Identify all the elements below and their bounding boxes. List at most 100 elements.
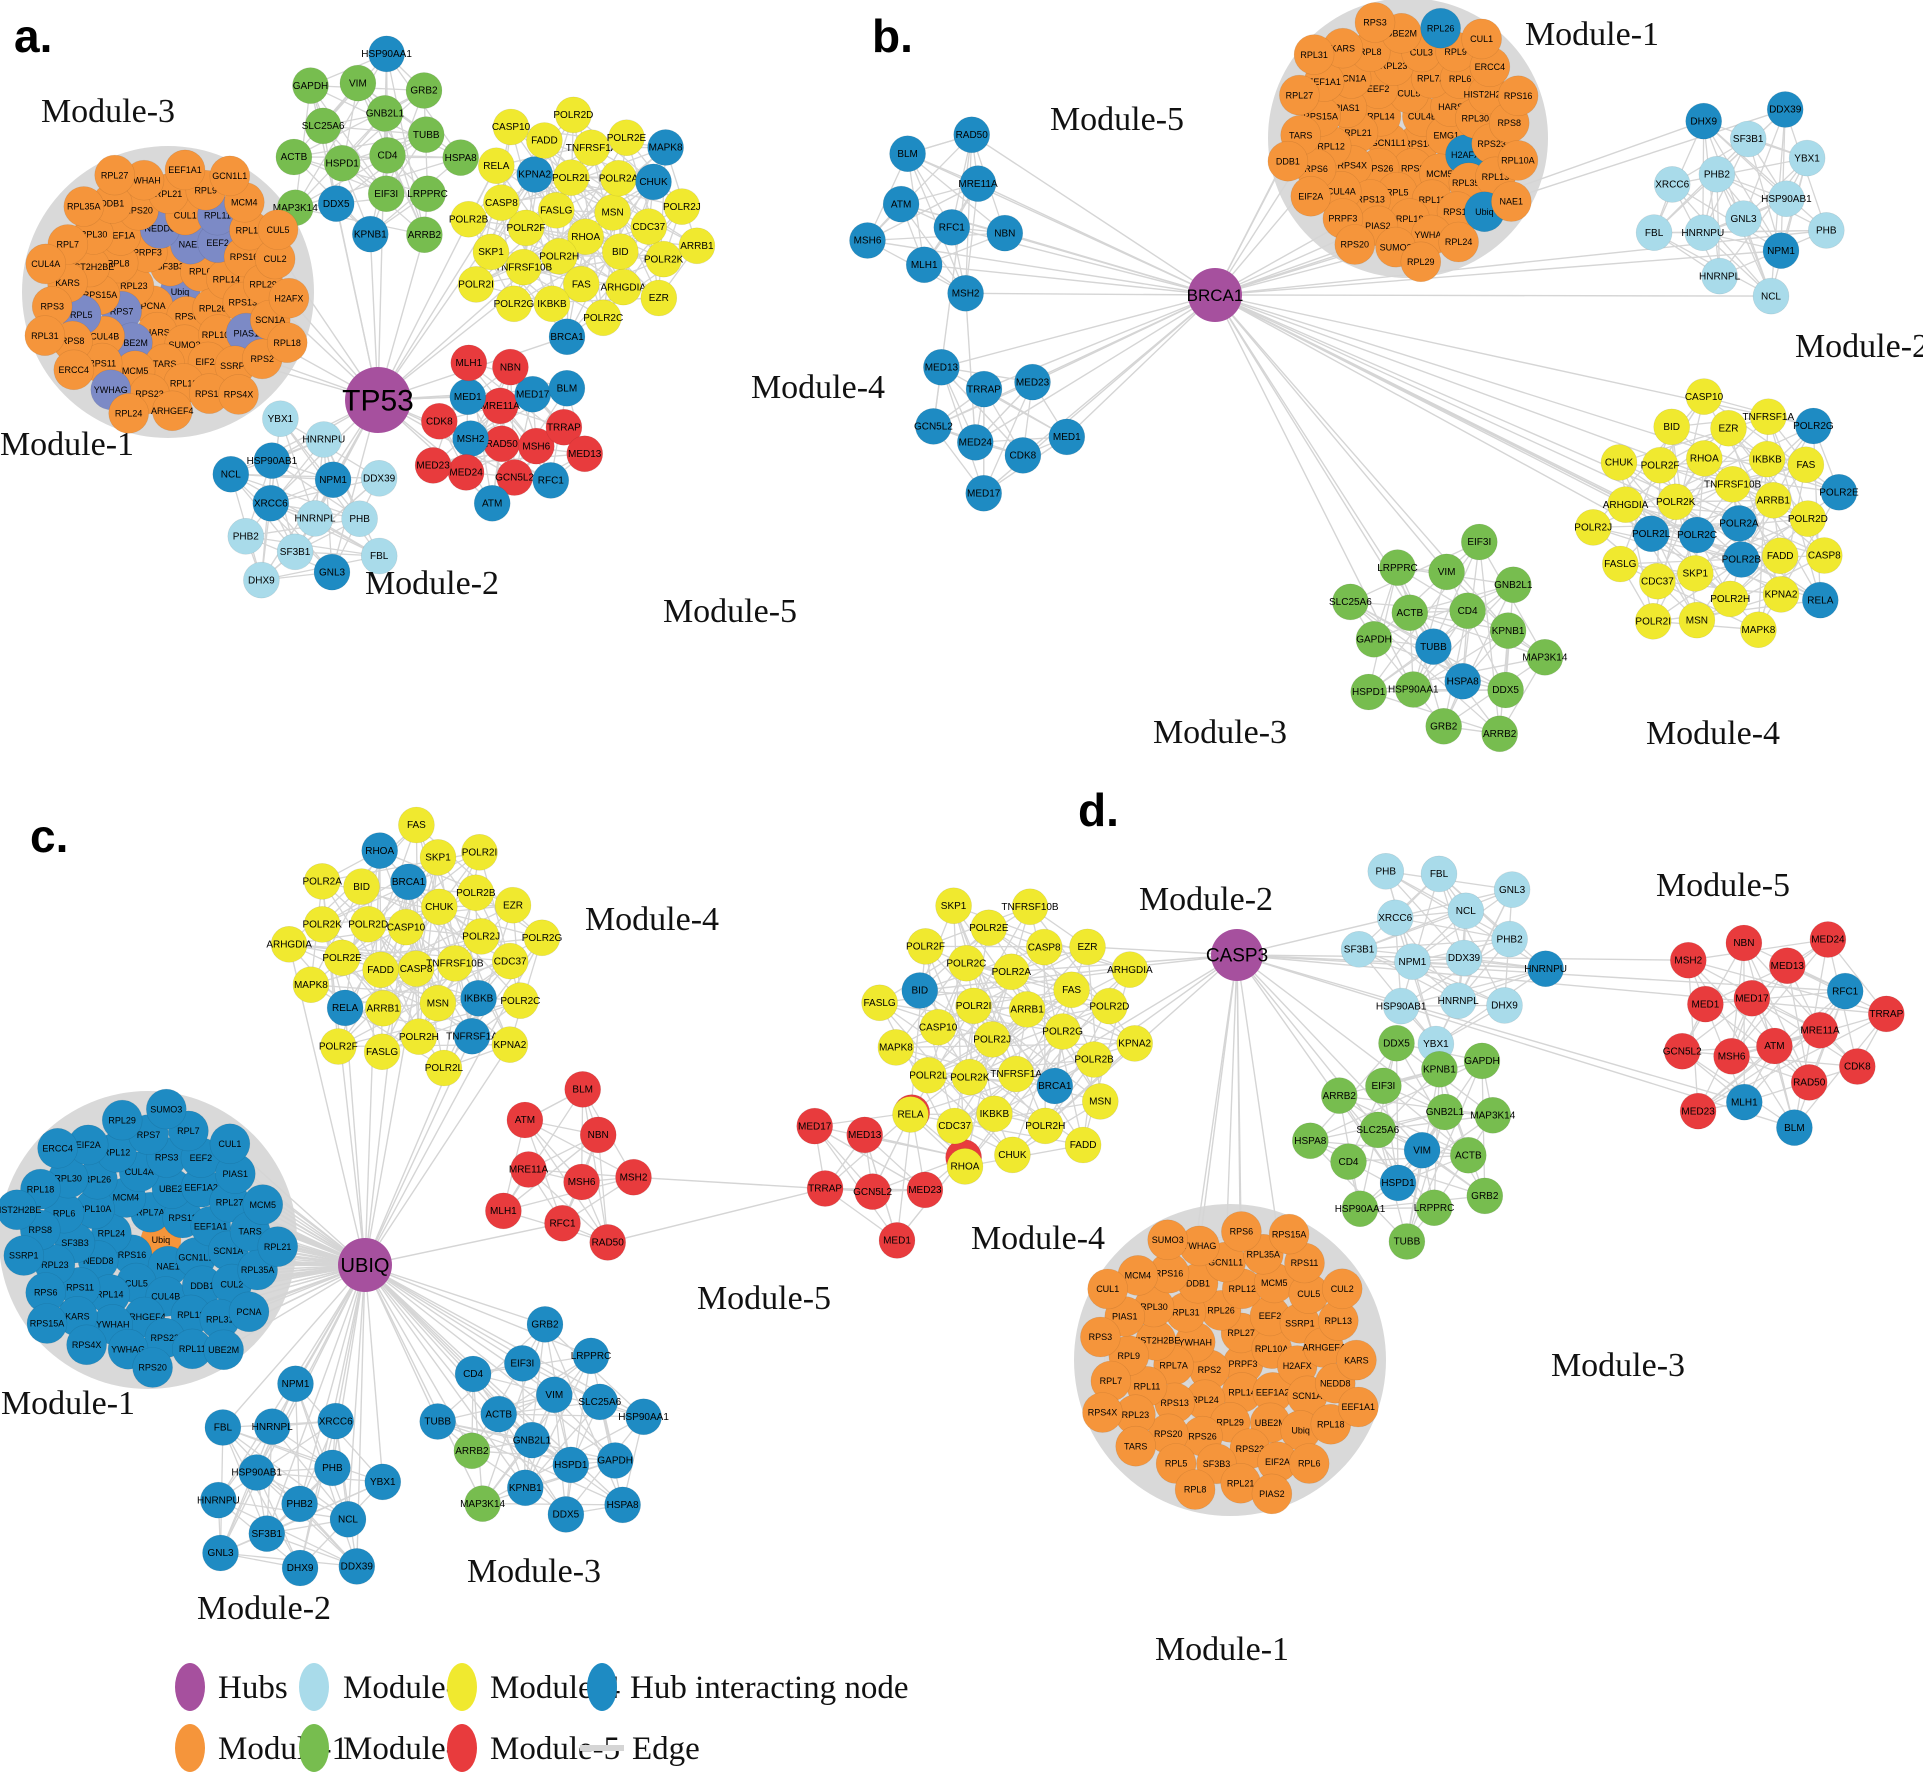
node-label: GRB2	[1471, 1191, 1499, 1202]
edge	[964, 183, 979, 294]
edge	[896, 1112, 913, 1241]
edge	[1214, 294, 1652, 535]
node-label: RELA	[1807, 595, 1833, 606]
node-label: RAD50	[956, 130, 989, 141]
node-label: CDC37	[494, 956, 527, 967]
node-label: SLC25A6	[1356, 1125, 1399, 1136]
edge	[556, 209, 664, 260]
edge	[347, 1264, 366, 1520]
node-label: RPS3	[1363, 18, 1387, 28]
node-label: RPS4X	[72, 1340, 102, 1350]
edge	[310, 935, 482, 986]
node-label: MLH1	[490, 1206, 517, 1217]
edge	[218, 1420, 337, 1501]
hub-CASP3: CASP3	[1206, 929, 1268, 981]
edge	[289, 943, 511, 962]
node-label: DHX9	[248, 575, 275, 586]
node-DDX5: DDX5	[1378, 1024, 1415, 1062]
node-label: MSH6	[522, 441, 550, 452]
node-HSP90AA1: HSP90AA1	[361, 35, 412, 73]
module-label-d-module-3: Module-3	[1551, 1347, 1685, 1384]
edge	[1793, 990, 1846, 1128]
node-RPL8: RPL8	[1174, 1469, 1216, 1510]
node-label: CUL1	[218, 1139, 241, 1149]
node-label: MCM4	[113, 1193, 140, 1203]
node-label: XRCC6	[1655, 180, 1689, 191]
node-MED17: MED17	[796, 1107, 834, 1145]
edge	[364, 1264, 616, 1462]
node-RPL31: RPL31	[24, 315, 66, 356]
node-label: CASP10	[387, 922, 426, 933]
node-label: PIAS2	[1259, 1489, 1285, 1499]
node-label: KPNB1	[1492, 626, 1525, 637]
edge	[1032, 294, 1216, 383]
legend-label: Hub interacting node	[630, 1670, 909, 1706]
node-DDX39: DDX39	[1445, 939, 1483, 977]
edge	[1338, 1095, 1435, 1209]
node-label: POLR2E	[969, 923, 1009, 934]
node-RPL27: RPL27	[94, 154, 135, 196]
node-RHOA: RHOA	[1686, 440, 1723, 477]
edge	[971, 134, 1216, 296]
node-label: GNB2L1	[513, 1435, 552, 1446]
module-label-c-module-5: Module-5	[697, 1280, 831, 1317]
node-PHB2: PHB2	[281, 1485, 318, 1523]
node-CHUK: CHUK	[994, 1136, 1031, 1174]
node-label: EEF1A1	[1342, 1402, 1376, 1412]
node-RPS4X: RPS4X	[66, 1324, 107, 1366]
node-label: RPL23	[1122, 1410, 1150, 1420]
node-label: POLR2G	[1042, 1027, 1083, 1038]
node-label: LRPPRC	[1377, 563, 1418, 574]
edge	[1368, 689, 1506, 693]
node-POLR2I: POLR2I	[955, 987, 992, 1025]
node-label: KPNA2	[494, 1040, 527, 1051]
node-label: RPL18	[27, 1184, 55, 1194]
node-label: MLH1	[455, 358, 482, 369]
node-label: NPM1	[282, 1379, 310, 1390]
node-HSPA8: HSPA8	[1292, 1122, 1329, 1160]
edge	[230, 473, 333, 573]
node-SLC25A6: SLC25A6	[302, 107, 345, 145]
edge	[1672, 157, 1808, 186]
edge	[364, 1264, 384, 1482]
module-label-d-module-1: Module-1	[1155, 1631, 1289, 1668]
node-POLR2H: POLR2H	[399, 1018, 439, 1055]
node-BID: BID	[343, 868, 380, 905]
edge	[1236, 954, 1745, 1103]
node-label: MED1	[883, 1236, 911, 1247]
module-label-c-module-2: Module-2	[197, 1590, 331, 1627]
node-label: RPS6	[1230, 1227, 1254, 1237]
node-label: YWHAH	[1178, 1337, 1212, 1347]
edge	[335, 1421, 358, 1567]
node-label: Ubiq	[152, 1235, 171, 1245]
node-CDC37: CDC37	[936, 1107, 974, 1145]
node-label: POLR2H	[1710, 594, 1750, 605]
node-label: SF3B3	[1203, 1459, 1231, 1469]
node-BID: BID	[1653, 408, 1690, 446]
node-label: POLR2C	[500, 996, 540, 1007]
node-label: POLR2B	[1722, 555, 1762, 566]
edge	[309, 85, 387, 195]
node-label: HNRNPL	[252, 1422, 294, 1433]
node-CUL1: CUL1	[1087, 1268, 1128, 1310]
node-label: TUBB	[424, 1417, 451, 1428]
node-GNL3: GNL3	[1725, 200, 1762, 237]
node-NBN: NBN	[492, 348, 529, 386]
node-label: RPL30	[1462, 114, 1490, 124]
node-label: RPL27	[101, 170, 129, 180]
edge	[364, 1264, 546, 1326]
node-MAPK8: MAPK8	[877, 1029, 915, 1066]
edge	[377, 202, 502, 401]
node-YBX1: YBX1	[364, 1463, 402, 1501]
module-label-a-module-5: Module-5	[663, 593, 797, 630]
color-swatch-module-2	[299, 1663, 329, 1711]
node-EZR: EZR	[640, 279, 678, 317]
node-label: CD4	[1338, 1157, 1358, 1168]
node-label: BID	[612, 247, 629, 258]
edge	[993, 989, 1073, 1115]
edge	[1742, 109, 1786, 219]
node-label: RPL9	[1118, 1351, 1141, 1361]
node-label: YBX1	[268, 414, 294, 425]
node-GCN5L2: GCN5L2	[1663, 1032, 1702, 1070]
node-label: RFC1	[1832, 986, 1859, 997]
